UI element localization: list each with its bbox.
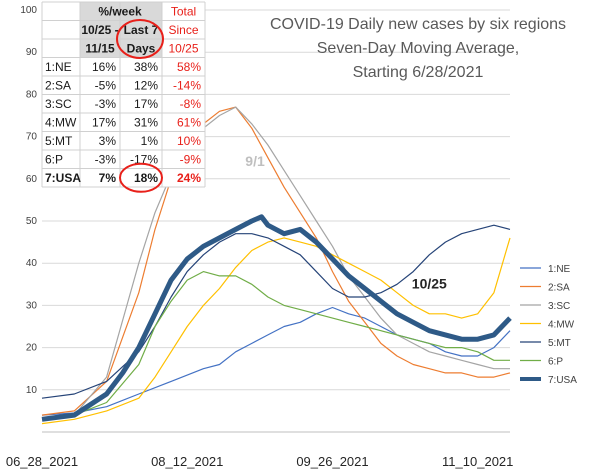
table-cell: 4:MW xyxy=(45,116,77,130)
legend: 1:NE 2:SA 3:SC 4:MW 5:MT 6:P 7:USA xyxy=(520,264,577,386)
data-table: %/week Total 10/25 - Last 7 Since 11/15 Days 10… xyxy=(41,1,206,193)
table-cell: -3% xyxy=(95,153,117,167)
axes: 10 20 30 40 50 60 70 80 90 100 06_28_2021 08_12_202… xyxy=(6,5,514,469)
y-tick-label: 30 xyxy=(26,300,38,311)
legend-label: 6:P xyxy=(548,357,563,368)
legend-label: 3:SC xyxy=(548,301,570,312)
table-cell: -9% xyxy=(180,153,202,167)
table-cell: 5:MT xyxy=(45,134,73,148)
table-header-cell: 10/25 xyxy=(168,42,198,56)
table-cell: 1% xyxy=(141,134,159,148)
x-tick-label: 11_10_2021 xyxy=(442,454,513,469)
legend-label: 1:NE xyxy=(548,264,571,275)
table-cell: -5% xyxy=(95,79,117,93)
table-cell: 16% xyxy=(92,60,116,74)
y-tick-label: 90 xyxy=(26,47,38,58)
table-cell: 12% xyxy=(134,79,158,93)
legend-label: 7:USA xyxy=(548,375,577,386)
table-header-cell: Total xyxy=(171,5,196,19)
table-cell: 17% xyxy=(134,97,158,111)
table-cell: 18% xyxy=(134,171,158,185)
table-header-cell: 11/15 xyxy=(85,42,115,56)
y-tick-label: 40 xyxy=(26,258,38,269)
table-cell: 31% xyxy=(134,116,158,130)
series-line-3sc xyxy=(41,106,510,420)
y-tick-label: 20 xyxy=(26,343,38,354)
legend-label: 2:SA xyxy=(548,283,570,294)
table-cell: 2:SA xyxy=(45,79,71,93)
y-tick-label: 80 xyxy=(26,89,38,100)
x-tick-label: 08_12_2021 xyxy=(151,454,223,469)
highlight-circle-usa xyxy=(119,162,163,193)
annotation-label: 10/25 xyxy=(412,276,447,292)
table-header-cell: 10/25 - xyxy=(81,23,118,37)
table-header-cell: Since xyxy=(168,23,198,37)
series-line-6p xyxy=(41,271,510,420)
legend-label: 4:MW xyxy=(548,320,575,331)
table-cell: 7% xyxy=(99,171,117,185)
table-cell: 61% xyxy=(177,116,201,130)
series-line-4mw xyxy=(41,237,511,425)
table-cell: 7:USA xyxy=(45,171,81,185)
series-line-1ne xyxy=(41,306,511,416)
series-line-5mt xyxy=(41,224,511,399)
table-cell: -8% xyxy=(180,97,202,111)
table-cell: -14% xyxy=(173,79,201,93)
table-cell: 3:SC xyxy=(45,97,72,111)
chart-title-line: Starting 6/28/2021 xyxy=(353,64,484,81)
y-tick-label: 100 xyxy=(20,5,37,16)
highlight-circle-header xyxy=(116,19,164,59)
table-header-cell: Days xyxy=(127,42,156,56)
series-lines xyxy=(41,106,512,425)
table-cell: 6:P xyxy=(45,153,63,167)
series-line-2sa xyxy=(41,106,511,416)
y-tick-label: 50 xyxy=(26,216,38,227)
chart-title: COVID-19 Daily new cases by six regions S… xyxy=(270,16,566,81)
table-cell: 58% xyxy=(177,60,201,74)
annotation-label: 9/1 xyxy=(245,153,265,169)
table-cell: 24% xyxy=(177,171,201,185)
legend-label: 5:MT xyxy=(548,338,571,349)
annotations: 9/1 10/25 xyxy=(245,153,447,291)
y-tick-label: 70 xyxy=(26,132,38,143)
x-tick-label: 06_28_2021 xyxy=(6,454,78,469)
table-cell: -3% xyxy=(95,97,117,111)
table-header-cell: Last 7 xyxy=(124,23,159,37)
table-cell: 10% xyxy=(177,134,201,148)
y-tick-label: 10 xyxy=(26,385,38,396)
table-cell: 3% xyxy=(99,134,117,148)
table-header-cell: %/week xyxy=(98,5,142,19)
y-tick-label: 60 xyxy=(26,174,38,185)
chart-title-line: Seven-Day Moving Average, xyxy=(317,40,519,57)
chart-title-line: COVID-19 Daily new cases by six regions xyxy=(270,16,566,33)
x-tick-label: 09_26_2021 xyxy=(296,454,368,469)
table-cell: 17% xyxy=(92,116,116,130)
table-cell: 1:NE xyxy=(45,60,72,74)
table-cell: 38% xyxy=(134,60,158,74)
series-line-7usa xyxy=(41,214,512,422)
